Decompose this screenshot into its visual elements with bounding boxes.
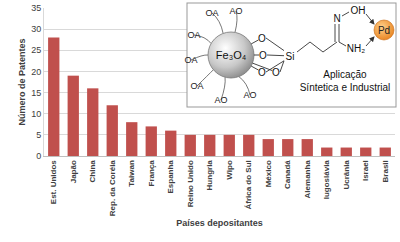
svg-text:Wipo: Wipo [225,160,234,180]
svg-text:Si: Si [286,51,295,62]
svg-text:0: 0 [36,151,41,161]
svg-text:Fe₃O₄: Fe₃O₄ [216,49,247,61]
svg-text:Taiwan: Taiwan [127,160,136,187]
svg-text:Síntetica e Industrial: Síntetica e Industrial [300,82,391,93]
svg-text:Países depositantes: Países depositantes [176,218,263,228]
svg-text:O: O [258,67,266,78]
svg-text:O: O [272,67,280,78]
svg-text:10: 10 [31,109,41,119]
svg-text:20: 20 [31,67,41,77]
svg-text:Aplicação: Aplicação [323,69,367,80]
svg-text:30: 30 [31,24,41,34]
svg-text:Reino Unido: Reino Unido [186,160,195,207]
svg-text:15: 15 [31,88,41,98]
svg-text:O: O [259,50,267,61]
svg-text:Hungria: Hungria [205,160,214,191]
svg-text:OA: OA [190,81,203,91]
svg-text:OA: OA [187,30,200,40]
svg-text:35: 35 [31,3,41,13]
svg-text:China: China [88,160,97,183]
svg-text:Brasil: Brasil [381,160,390,182]
svg-text:Alemanha: Alemanha [303,160,312,199]
svg-text:OH: OH [351,5,366,16]
svg-text:O: O [258,33,266,44]
svg-text:Ucrânia: Ucrânia [342,160,351,190]
svg-text:N: N [333,13,340,24]
svg-text:Número de Patentes: Número de Patentes [17,38,27,125]
svg-text:5: 5 [36,130,41,140]
svg-text:Pd: Pd [378,25,390,36]
svg-text:Israel: Israel [361,160,370,181]
svg-text:NH₂: NH₂ [347,43,365,54]
svg-text:OA: OA [184,55,197,65]
svg-text:25: 25 [31,45,41,55]
svg-text:AO: AO [243,90,256,100]
svg-text:Est. Unidos: Est. Unidos [49,160,58,205]
svg-text:México: México [264,160,273,187]
svg-text:Espanha: Espanha [166,160,175,194]
svg-text:Rep. da Coréia: Rep. da Coréia [108,160,117,217]
svg-text:Iugoslávia: Iugoslávia [322,160,331,200]
svg-text:OA: OA [205,8,218,18]
svg-text:África do Sul: África do Sul [244,160,253,209]
svg-text:França: França [147,160,156,187]
svg-text:Canadá: Canadá [283,160,292,189]
svg-text:AO: AO [214,95,227,105]
svg-text:AO: AO [229,6,242,16]
svg-text:Japão: Japão [69,160,78,183]
